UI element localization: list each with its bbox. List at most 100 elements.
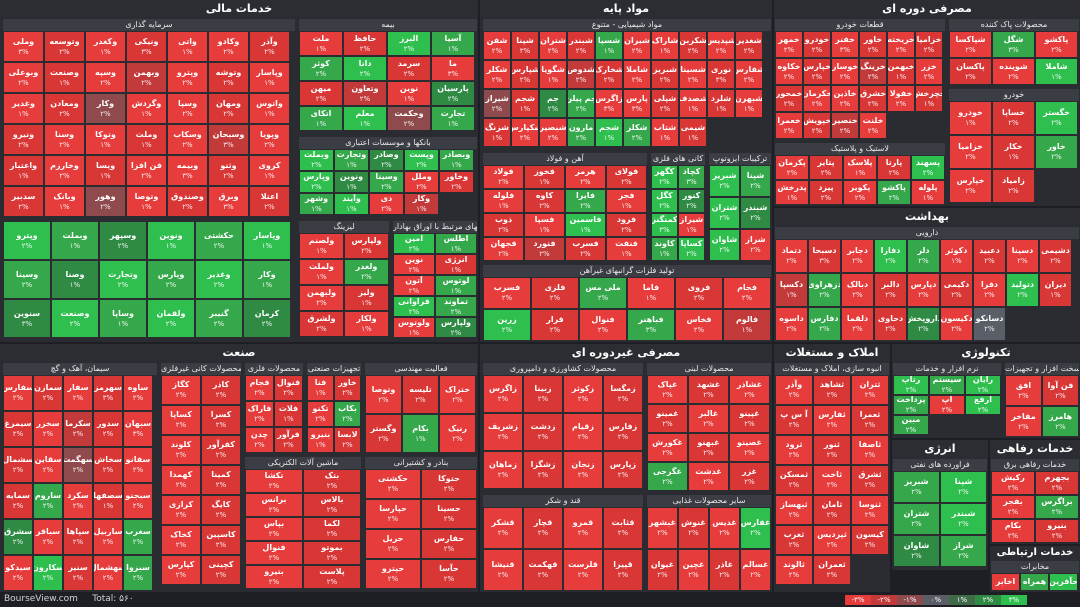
stock-tile[interactable]: کسرا ۲% [201,405,241,435]
stock-tile[interactable]: وصادر ۲% [369,149,404,171]
stock-tile[interactable]: شپنا ۲% [740,165,771,197]
stock-tile[interactable]: خمحور ۲% [775,85,803,112]
stock-tile[interactable]: دفرا ۲% [973,273,1006,307]
stock-tile[interactable]: وملل ۲% [404,171,439,193]
stock-tile[interactable]: ساربیل ۲% [93,519,123,555]
stock-tile[interactable]: دپارس ۲% [907,273,940,307]
stock-tile[interactable]: آ س پ ۲% [775,405,813,435]
stock-tile[interactable]: خبهمن ۱% [887,58,915,85]
stock-tile[interactable]: حکشتی ۲% [195,221,243,260]
stock-tile[interactable]: ونوین ۱% [147,221,195,260]
stock-tile[interactable]: وتجارت ۲% [99,260,147,299]
stock-tile[interactable]: وغدیر ۲% [195,260,243,299]
stock-tile[interactable]: هرمز ۲% [565,165,606,189]
stock-tile[interactable]: وبیمه ۳% [167,155,208,186]
stock-tile[interactable]: بکام ۲% [991,519,1035,543]
stock-tile[interactable]: وبملت ۱% [51,221,99,260]
stock-tile[interactable]: کپارس ۲% [161,555,201,585]
group-telecom[interactable]: مخابرات اخابر همراه حآفرین [990,560,1080,592]
stock-tile[interactable]: زشگزا ۲% [523,451,563,489]
stock-tile[interactable]: خاذین ۲% [831,85,859,112]
stock-tile[interactable]: شاملا ۱% [1035,58,1078,85]
group-retail[interactable]: خدمات رفاهی برق رکیش ۲% بجهرم ۲% بفجر ۲% بزاگر… [990,458,1080,544]
stock-tile[interactable]: پتایر ۲% [809,155,843,180]
stock-tile[interactable]: دیران ۱% [1039,273,1072,307]
stock-tile[interactable]: پسهند ۲% [911,155,945,180]
stock-tile[interactable]: پیزد ۲% [809,180,843,205]
stock-tile[interactable]: پلوله ۱% [911,180,945,205]
stock-tile[interactable]: شگویا ۱% [539,60,567,89]
stock-tile[interactable]: زقیام ۲% [563,413,603,451]
stock-tile[interactable]: لابسا ۲% [334,427,361,453]
stock-tile[interactable]: فلوله ۱% [483,189,524,213]
stock-tile[interactable]: فن افزا ۲% [126,155,167,186]
stock-tile[interactable]: فاما ۱% [627,277,675,309]
stock-tile[interactable]: ولیز ۱% [344,285,389,311]
stock-tile[interactable]: خزامیا ۲% [949,135,992,169]
stock-tile[interactable]: خریخته ۲% [887,31,915,58]
group-sugar[interactable]: قند و شکر قشکر ۲% قچار ۲% قمرو ۲% قثابت ۲% قنیشا… [482,494,644,592]
stock-tile[interactable]: رکیش ۲% [991,471,1035,495]
group-insurance[interactable]: بیمه ملت ۱% حافظ ۲% البرز ۲% آسیا ۱% کوثر ۲% دانا ۲… [298,18,478,134]
stock-tile[interactable]: کیسون ۲% [851,525,889,555]
stock-tile[interactable]: سپاها ۲% [63,519,93,555]
stock-tile[interactable]: شسینا ۲% [679,60,707,89]
stock-tile[interactable]: شپاکسا ۲% [949,31,992,58]
stock-tile[interactable]: فرآور ۲% [274,427,303,453]
stock-tile[interactable]: افق ۲% [1005,375,1042,406]
stock-tile[interactable]: کمینا ۲% [201,465,241,495]
stock-tile[interactable]: ولکار ۱% [344,311,389,337]
stock-tile[interactable]: بزاگرس ۲% [1035,495,1079,519]
group-electrical[interactable]: ماشین آلات الکتریکی تکشا ۲% بتک ۲% برانس ۲% با… [244,456,362,592]
stock-tile[interactable]: ولملت ۱% [299,259,344,285]
stock-tile[interactable]: واعتبار ۱% [3,155,44,186]
stock-tile[interactable]: شبصیر ۲% [539,118,567,147]
stock-tile[interactable]: قپیرا ۲% [603,549,643,591]
stock-tile[interactable]: سیمرغ ۲% [3,411,33,447]
stock-tile[interactable]: ولصنم ۱% [299,233,344,259]
stock-tile[interactable]: شبریز ۲% [651,60,679,89]
stock-tile[interactable]: لوتوس ۱% [435,275,477,296]
stock-tile[interactable]: سمازن ۲% [33,375,63,411]
stock-tile[interactable]: دی ۲% [369,193,404,215]
stock-tile[interactable]: پکرمان ۲% [775,155,809,180]
stock-tile[interactable]: ولقمان ۲% [147,299,195,338]
group-plastics[interactable]: لاستیک و پلاستیک پکرمان ۲% پتایر ۲% پلاسک ۱% پ… [774,142,946,206]
stock-tile[interactable]: زمگسا ۲% [603,375,643,413]
stock-tile[interactable]: شیمی ۱% [679,118,707,147]
stock-tile[interactable]: کساپا ۲% [161,405,201,435]
stock-tile[interactable]: ثتران ۲% [851,375,889,405]
stock-tile[interactable]: شتران ۲% [709,197,740,229]
stock-tile[interactable]: فولاد ۲% [483,165,524,189]
stock-tile[interactable]: فنوال ۲% [579,309,627,341]
group-other-food[interactable]: سایر محصولات غذایی غبشهر ۲% غنوش ۲% غدیس ۲% غف… [646,494,772,592]
stock-tile[interactable]: سبزوا ۲% [123,555,153,591]
stock-tile[interactable]: وسپا ۲% [167,93,208,124]
stock-tile[interactable]: خفولا ۲% [887,85,915,112]
stock-tile[interactable]: وسپهر ۲% [99,221,147,260]
stock-tile[interactable]: تکنو ۲% [307,401,334,427]
stock-tile[interactable]: شوینده ۲% [992,58,1035,85]
stock-tile[interactable]: ثنور ۲% [813,435,851,465]
stock-tile[interactable]: ولپارس ۲% [435,317,477,338]
group-chemical[interactable]: مواد شیمیایی - متنوع شفن ۲% شپنا ۳% شتران ۲% ش… [482,18,772,150]
stock-tile[interactable]: دسانکو ۲% [973,307,1006,341]
stock-tile[interactable]: وپترو ۲% [3,221,51,260]
stock-tile[interactable]: ویسا ۱% [85,155,126,186]
stock-tile[interactable]: مبین ۲% [893,415,929,435]
stock-tile[interactable]: قچار ۲% [523,507,563,549]
stock-tile[interactable]: شبریز ۲% [709,165,740,197]
stock-tile[interactable]: دلر ۲% [907,239,940,273]
stock-tile[interactable]: حریل ۲% [365,529,421,559]
stock-tile[interactable]: سخزر ۲% [33,411,63,447]
stock-tile[interactable]: دفارس ۲% [808,307,841,341]
stock-tile[interactable]: خپویش ۲% [803,112,831,139]
stock-tile[interactable]: حافظ ۲% [343,31,387,56]
stock-tile[interactable]: کاسپین ۲% [201,525,241,555]
stock-tile[interactable]: وثنو ۲% [208,155,249,186]
stock-tile[interactable]: فاراک ۲% [245,401,274,427]
stock-tile[interactable]: غالبر ۲% [688,404,729,433]
stock-tile[interactable]: خنصیر ۲% [831,112,859,139]
stock-tile[interactable]: بالاس ۲% [303,493,361,517]
stock-tile[interactable]: فخاس ۲% [675,309,723,341]
